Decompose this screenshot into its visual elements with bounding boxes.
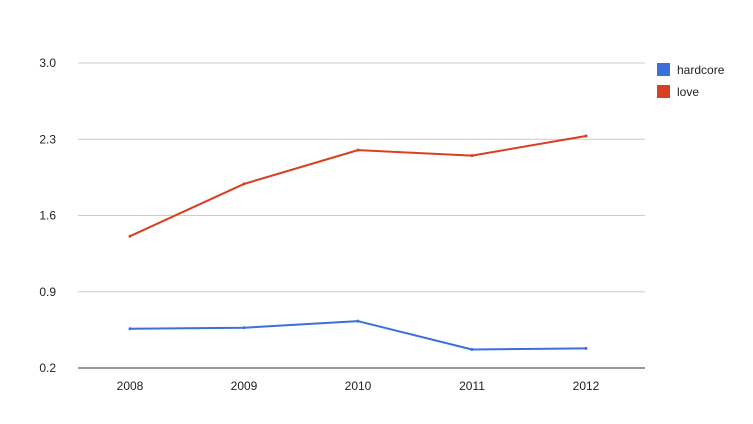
data-point-love — [128, 234, 132, 238]
legend-swatch-love — [657, 85, 670, 98]
series-line-hardcore — [129, 320, 587, 351]
data-point-hardcore — [242, 326, 246, 330]
data-point-love — [584, 134, 588, 138]
gridlines — [78, 62, 645, 369]
data-point-love — [470, 154, 474, 158]
data-point-hardcore — [584, 346, 588, 350]
x-tick-label: 2011 — [459, 379, 485, 393]
series-lines — [128, 134, 588, 351]
y-tick-label: 2.3 — [39, 132, 56, 146]
x-tick-label: 2012 — [573, 379, 600, 393]
x-axis: 2008 2009 2010 2011 2012 — [117, 379, 600, 393]
x-tick-label: 2009 — [231, 379, 258, 393]
legend-label-hardcore: hardcore — [677, 63, 725, 77]
legend: hardcore love — [657, 63, 725, 99]
data-point-hardcore — [356, 319, 360, 323]
data-point-hardcore — [128, 327, 132, 331]
data-point-hardcore — [470, 347, 474, 351]
x-tick-label: 2010 — [345, 379, 372, 393]
data-point-love — [356, 148, 360, 152]
x-tick-label: 2008 — [117, 379, 144, 393]
y-axis: 0.2 0.9 1.6 2.3 3.0 — [39, 56, 56, 375]
y-tick-label: 3.0 — [39, 56, 56, 70]
y-tick-label: 1.6 — [39, 209, 56, 223]
data-point-love — [242, 182, 246, 186]
legend-swatch-hardcore — [657, 63, 670, 76]
legend-label-love: love — [677, 85, 699, 99]
y-tick-label: 0.9 — [39, 285, 56, 299]
y-tick-label: 0.2 — [39, 361, 56, 375]
